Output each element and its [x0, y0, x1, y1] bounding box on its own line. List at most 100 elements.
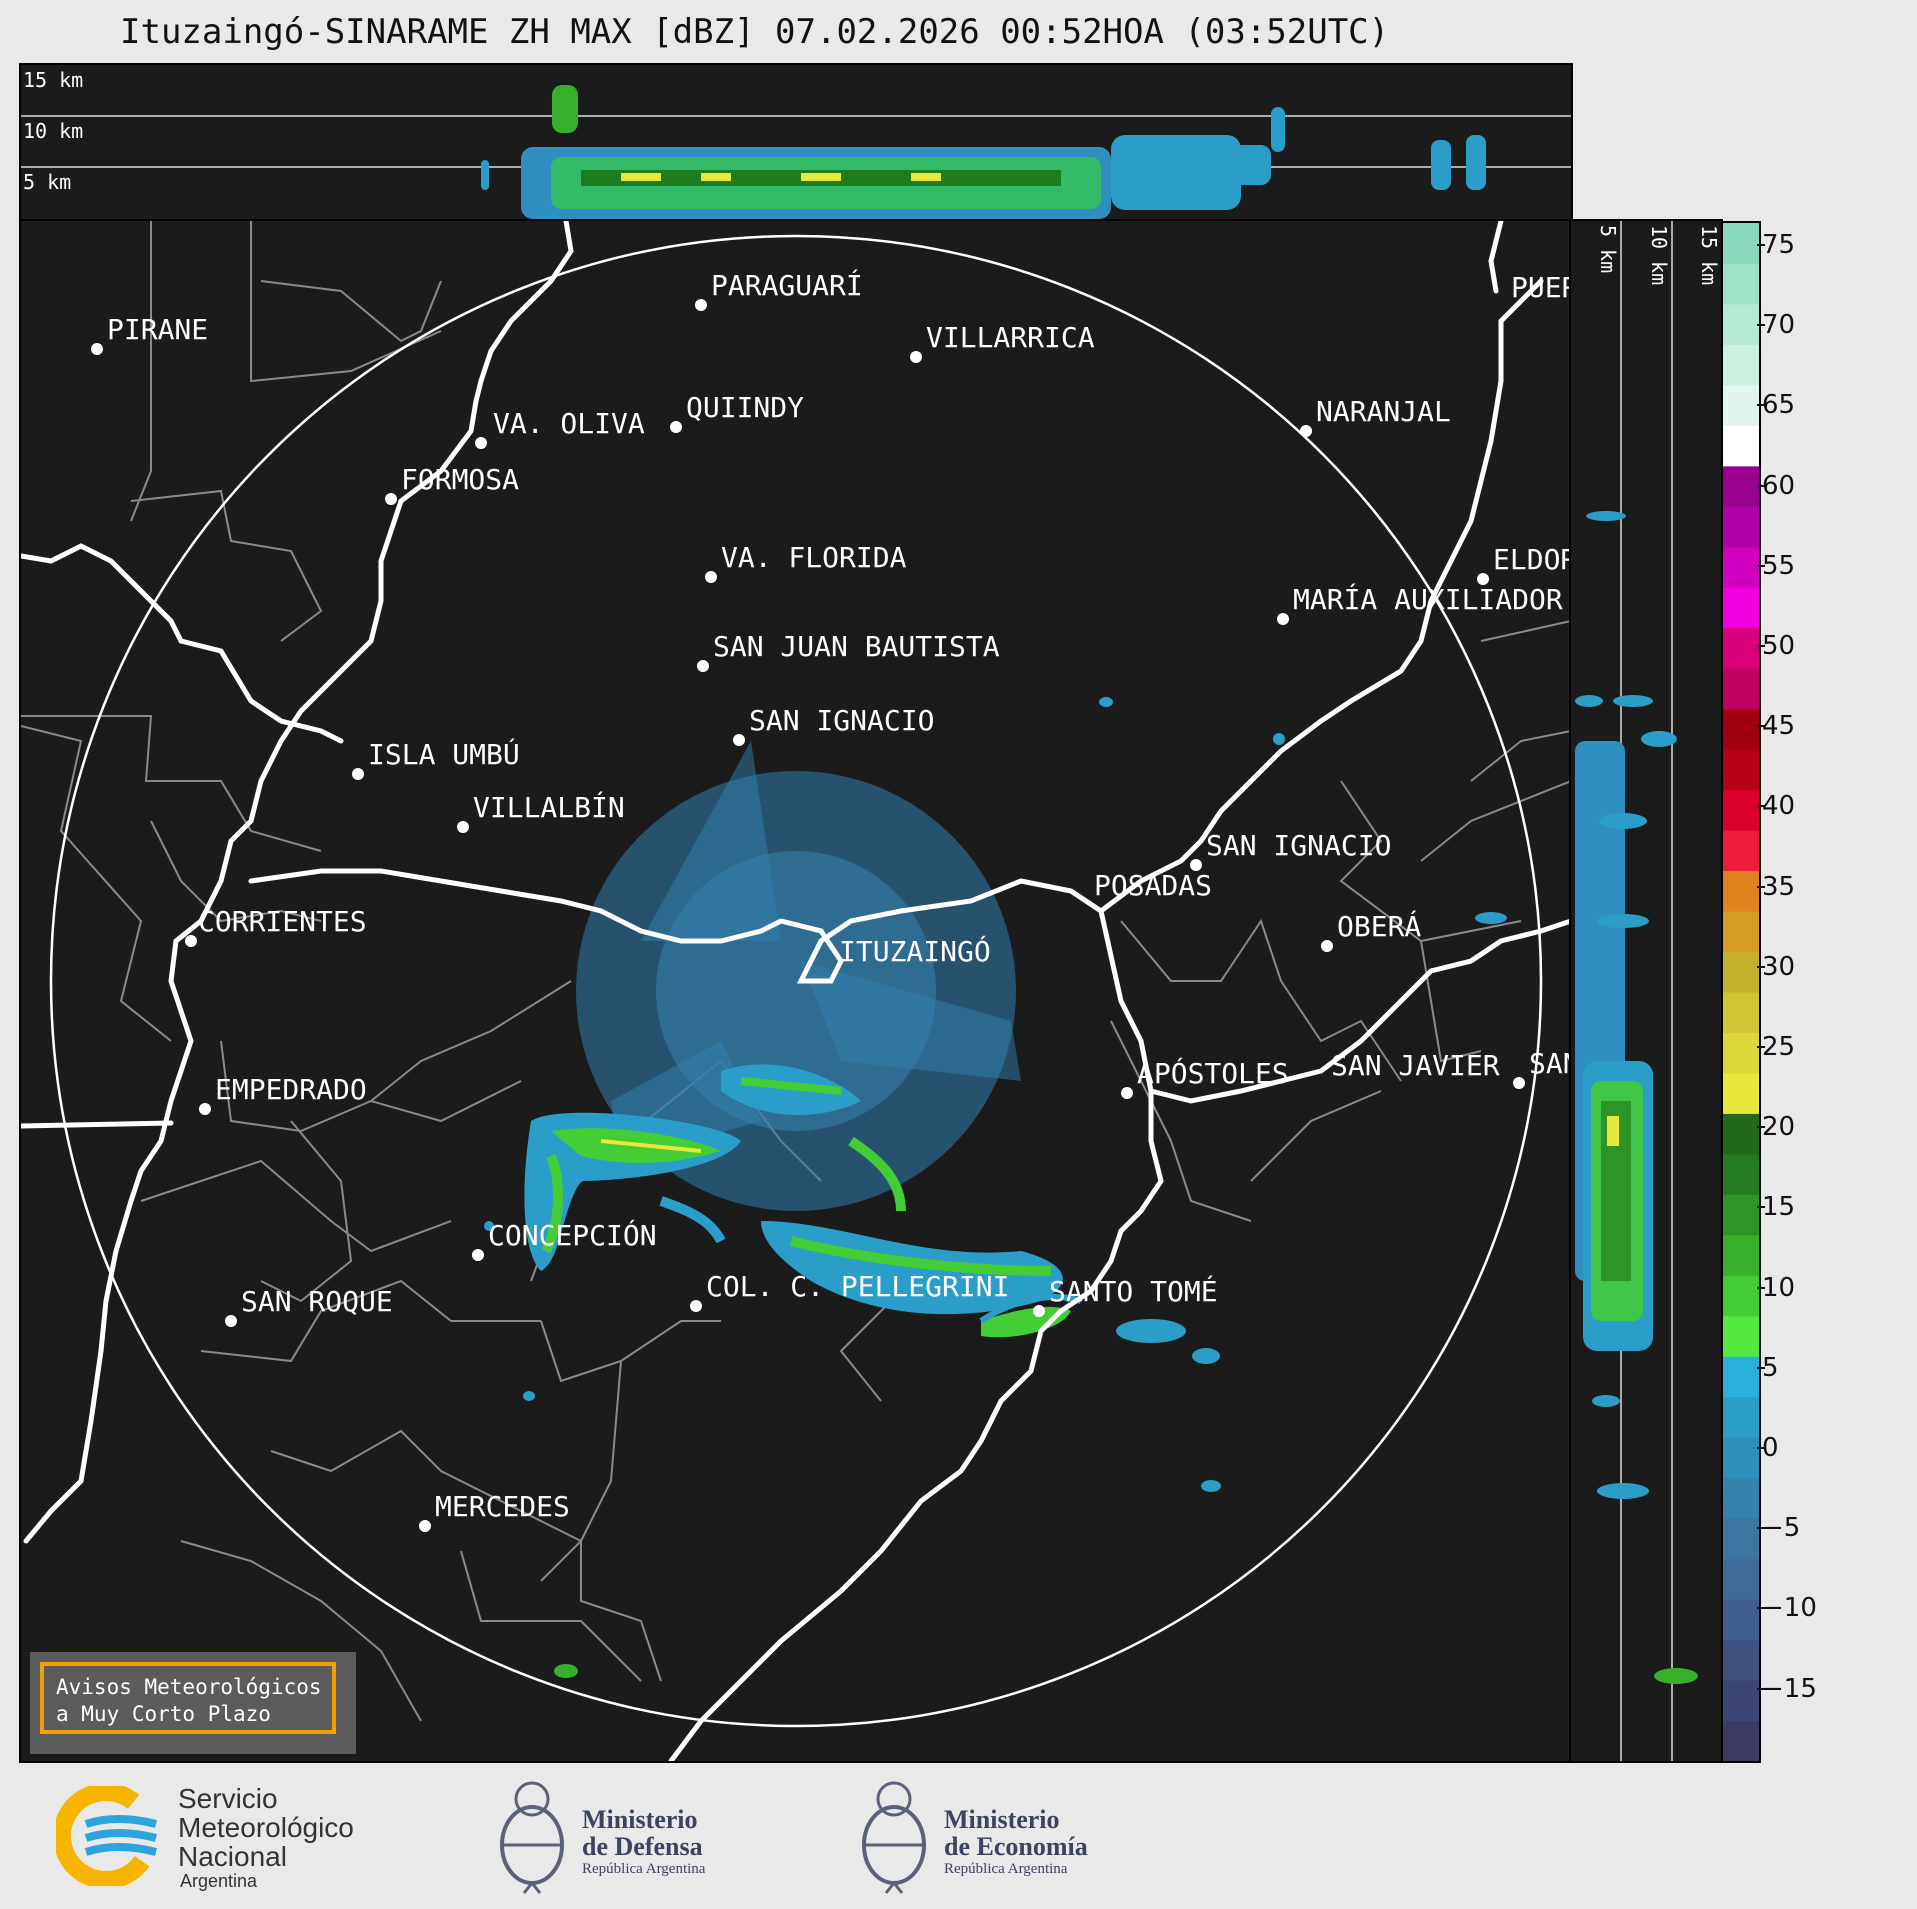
top-cross-section-plot: 15 km 10 km 5 km [21, 68, 1571, 219]
city-label-puerto: PUER [1511, 271, 1571, 304]
city-dot-san-juan-bautista [697, 660, 709, 672]
colorbar-band [1723, 1315, 1759, 1357]
colorbar-band [1723, 1477, 1759, 1519]
economia-shield-icon [862, 1781, 926, 1894]
page-title: Ituzaingó-SINARAME ZH MAX [dBZ] 07.02.20… [120, 12, 1390, 52]
city-label-apostoles: APÓSTOLES [1137, 1056, 1289, 1090]
city-dot-col-pellegrini [690, 1300, 702, 1312]
city-label-san-javier: SAN JAVIER [1331, 1049, 1500, 1082]
colorbar-tick [1757, 324, 1765, 327]
city-dot-naranjal [1300, 425, 1312, 437]
colorbar-tick-label: 30 [1762, 951, 1796, 982]
city-label-paraguari: PARAGUARÍ [711, 268, 863, 302]
side-height-label-5: 5 km [1596, 225, 1620, 273]
colorbar-band [1723, 1437, 1759, 1479]
smn-line-3: Nacional [178, 1841, 287, 1872]
alert-badge-inner[interactable]: Avisos Meteorológicos a Muy Corto Plazo [40, 1662, 336, 1734]
city-dot-formosa [385, 493, 397, 505]
economia-line-2: de Economía [944, 1832, 1088, 1861]
colorbar-band [1723, 1153, 1759, 1195]
colorbar-band [1723, 1275, 1759, 1317]
colorbar-band [1723, 627, 1759, 669]
city-label-quiindy: QUIINDY [686, 391, 804, 424]
side-height-label-10: 10 km [1647, 225, 1671, 285]
colorbar-tick-label: 0 [1762, 1433, 1779, 1463]
city-dot-pirane [91, 343, 103, 355]
top-height-label-10: 10 km [23, 119, 83, 143]
economia-line-1: Ministerio [944, 1805, 1060, 1834]
colorbar-tick-label: 60 [1762, 470, 1796, 501]
city-label-san-roque: SAN ROQUE [241, 1285, 393, 1318]
colorbar-tick-label: −15 [1762, 1673, 1817, 1704]
radar-map-panel: PARAGUARÍ PIRANE VILLARRICA QUIINDY VA. … [19, 219, 1573, 1763]
city-dot-apostoles [1121, 1087, 1133, 1099]
radar-echoes [484, 697, 1507, 1678]
colorbar-tick [1757, 645, 1765, 647]
side-cross-section-panel: 5 km 10 km 15 km [1569, 219, 1723, 1763]
city-label-san: SAN [1529, 1047, 1571, 1080]
colorbar-tick-label: 5 [1762, 1352, 1779, 1383]
colorbar-tick-label: 55 [1762, 550, 1796, 581]
city-dot-quiindy [670, 421, 682, 433]
colorbar-tick-label: 75 [1762, 230, 1796, 260]
city-label-obera: OBERÁ [1337, 909, 1421, 943]
colorbar-tick-label: 40 [1762, 791, 1796, 822]
city-label-maria-auxiliadora: MARÍA AUXILIADOR [1293, 582, 1563, 616]
colorbar-tick-label: 15 [1762, 1192, 1796, 1223]
colorbar-band [1723, 749, 1759, 791]
colorbar-tick-label: 45 [1762, 711, 1796, 742]
colorbar-band [1723, 1680, 1759, 1722]
city-label-eldorado: ELDOR [1493, 543, 1571, 576]
colorbar-tick [1757, 484, 1765, 487]
city-label-ituzaingo: ITUZAINGÓ [839, 934, 991, 968]
colorbar-tick-label: −10 [1762, 1593, 1817, 1624]
smn-line-1: Servicio [178, 1783, 278, 1814]
city-dot-san [1513, 1077, 1525, 1089]
smn-logo-icon [56, 1786, 159, 1886]
colorbar-band [1723, 1599, 1759, 1641]
city-dot-eldorado [1477, 573, 1489, 585]
colorbar-tick-label: 10 [1762, 1272, 1796, 1303]
city-dot-concepcion [472, 1249, 484, 1261]
colorbar-band [1723, 1558, 1759, 1600]
city-dot-santo-tome [1033, 1305, 1045, 1317]
colorbar-band [1723, 1194, 1759, 1236]
colorbar-band [1723, 303, 1759, 345]
colorbar-band [1723, 992, 1759, 1033]
colorbar-tick-label: 65 [1762, 390, 1796, 421]
colorbar-band [1723, 1518, 1759, 1560]
alert-line-2: a Muy Corto Plazo [56, 1702, 271, 1726]
city-dot-isla-umbu [352, 768, 364, 780]
colorbar-tick-label: 20 [1762, 1112, 1796, 1143]
alert-badge[interactable]: Avisos Meteorológicos a Muy Corto Plazo [30, 1652, 356, 1754]
colorbar-tick [1757, 1687, 1765, 1690]
colorbar-band [1723, 708, 1759, 750]
colorbar-tick-label: 35 [1762, 871, 1796, 902]
city-label-va-oliva: VA. OLIVA [493, 407, 645, 440]
city-markers: PARAGUARÍ PIRANE VILLARRICA QUIINDY VA. … [91, 268, 1571, 1532]
colorbar-gradient [1723, 223, 1759, 1761]
colorbar-band [1723, 1356, 1759, 1398]
city-label-villalbin: VILLALBÍN [473, 790, 625, 824]
colorbar-band [1723, 951, 1759, 993]
colorbar-band [1723, 425, 1759, 467]
city-dot-maria-auxiliadora [1277, 613, 1289, 625]
city-label-pirane: PIRANE [107, 313, 208, 346]
colorbar-tick-label: 50 [1762, 631, 1796, 661]
top-echo-band [481, 85, 1486, 219]
city-dot-empedrado [199, 1103, 211, 1115]
top-height-label-5: 5 km [23, 170, 71, 194]
colorbar-tick [1757, 1366, 1765, 1369]
smn-line-2: Meteorológico [178, 1812, 354, 1843]
colorbar-band [1723, 1396, 1759, 1438]
colorbar-band [1723, 1113, 1759, 1155]
city-label-col-pellegrini: COL. C. PELLEGRINI [706, 1270, 1009, 1303]
colorbar-band [1723, 384, 1759, 426]
colorbar-tick [1757, 725, 1765, 728]
city-label-san-ignacio-py: SAN IGNACIO [749, 704, 934, 737]
economia-line-3: República Argentina [944, 1861, 1068, 1877]
city-label-naranjal: NARANJAL [1316, 395, 1451, 428]
city-dot-obera [1321, 940, 1333, 952]
colorbar-band [1723, 1720, 1759, 1761]
defensa-line-3: República Argentina [582, 1861, 706, 1877]
